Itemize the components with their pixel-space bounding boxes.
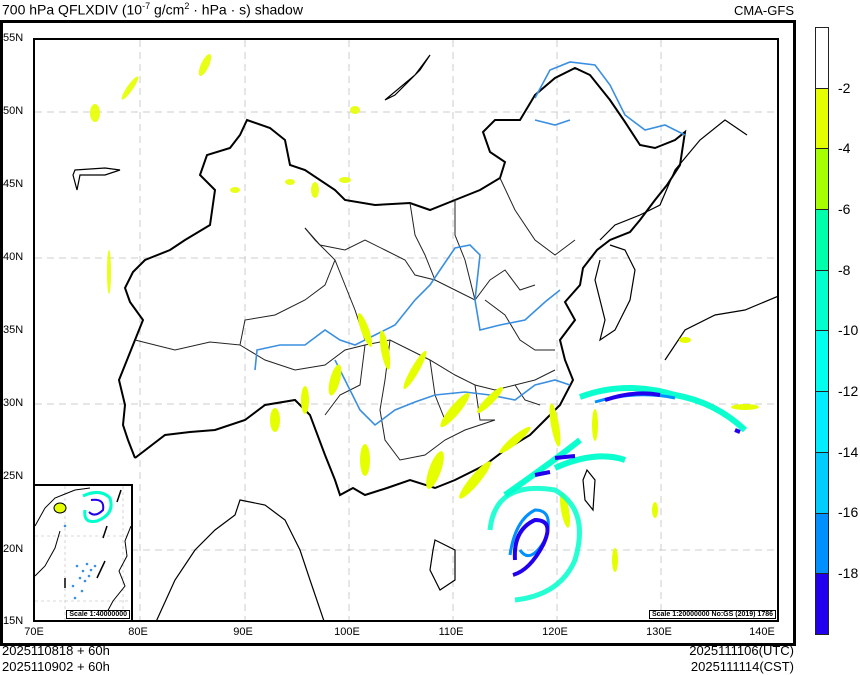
national-boundary — [117, 66, 687, 497]
colorbar-bin — [815, 573, 829, 635]
lat-label-50n: 50N — [3, 105, 24, 117]
colorbar-label: -14 — [838, 444, 859, 460]
lon-label-90e: 90E — [233, 626, 253, 638]
map-canvas — [35, 40, 777, 620]
colorbar-bin — [815, 269, 829, 331]
lon-label-120e: 120E — [542, 626, 568, 638]
outer-frame — [0, 20, 796, 646]
lat-label-40n: 40N — [3, 251, 24, 263]
colorbar-bin — [815, 391, 829, 452]
rivers — [254, 61, 686, 427]
colorbar-bin — [815, 512, 829, 574]
lat-label-30n: 30N — [3, 397, 24, 409]
map-area: Scale 1:20000000 No:GS (2019) 1786 — [33, 38, 779, 622]
lon-label-130e: 130E — [646, 626, 672, 638]
graticule — [35, 40, 777, 620]
plot-title: 700 hPa QFLXDIV (10-7 g/cm2 · hPa · s) s… — [2, 1, 303, 18]
colorbar-bin — [815, 451, 829, 513]
valid-time-utc: 2025111106(UTC) — [689, 643, 794, 658]
lon-label-80e: 80E — [128, 626, 148, 638]
qflxdiv-shading — [90, 53, 759, 603]
init-time-cst: 2025110902 + 60h — [2, 659, 110, 674]
model-label: CMA-GFS — [734, 3, 794, 18]
lon-label-70e: 70E — [24, 626, 44, 638]
lat-label-25n: 25N — [3, 470, 24, 482]
colorbar-label: -6 — [838, 201, 851, 217]
lat-label-55n: 55N — [3, 32, 24, 44]
colorbar-label: -16 — [838, 504, 859, 520]
colorbar-bin — [815, 27, 829, 88]
inset-scale-label: Scale 1:40000000 — [66, 610, 130, 619]
colorbar-label: -18 — [838, 565, 859, 581]
valid-time-cst: 2025111114(CST) — [690, 659, 794, 674]
inset-canvas — [35, 486, 131, 620]
colorbar-bin — [815, 87, 829, 149]
colorbar-label: -4 — [838, 140, 851, 156]
lat-label-45n: 45N — [3, 178, 24, 190]
lat-label-35n: 35N — [3, 324, 24, 336]
colorbar-label: -8 — [838, 262, 851, 278]
lon-label-110e: 110E — [438, 626, 464, 638]
colorbar-bin — [815, 330, 829, 392]
colorbar-bin — [815, 148, 829, 210]
main-scale-label: Scale 1:20000000 No:GS (2019) 1786 — [648, 610, 776, 619]
lat-label-15n: 15N — [3, 615, 24, 627]
lon-label-140e: 140E — [749, 626, 775, 638]
colorbar-label: -10 — [838, 322, 859, 338]
colorbar-bin — [815, 209, 829, 270]
init-time-utc: 2025110818 + 60h — [2, 643, 110, 658]
inset-map: Scale 1:40000000 — [33, 484, 133, 622]
neighbor-coastlines — [72, 54, 777, 591]
indochina-coast — [156, 499, 325, 620]
colorbar-label: -2 — [838, 80, 851, 96]
colorbar — [815, 27, 829, 635]
province-borders — [134, 177, 576, 461]
lon-label-100e: 100E — [334, 626, 360, 638]
colorbar-label: -12 — [838, 383, 859, 399]
lat-label-20n: 20N — [3, 543, 24, 555]
